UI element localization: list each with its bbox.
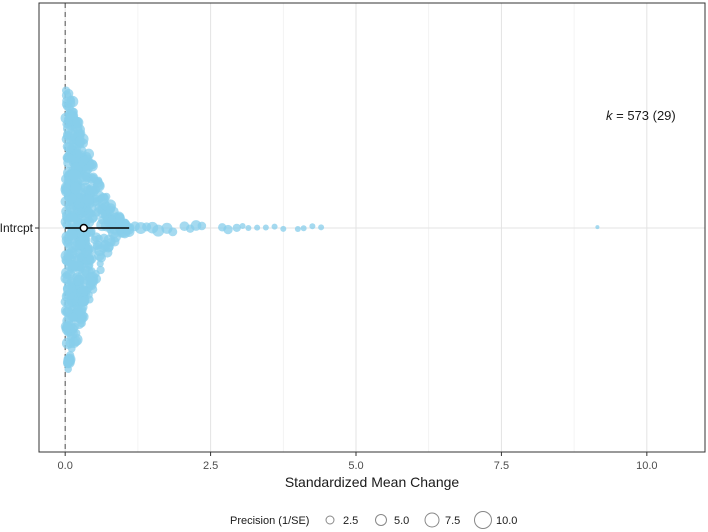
effect-size-point bbox=[280, 225, 287, 232]
effect-size-point bbox=[88, 211, 99, 222]
x-tick-label: 2.5 bbox=[203, 460, 218, 472]
effect-size-point bbox=[61, 267, 73, 279]
effect-size-point bbox=[94, 250, 105, 261]
legend-key-label: 5.0 bbox=[394, 515, 409, 527]
x-tick-label: 5.0 bbox=[348, 460, 363, 472]
effect-size-point bbox=[271, 223, 278, 230]
legend-key-circle bbox=[325, 515, 335, 525]
effect-size-point bbox=[86, 276, 97, 287]
effect-size-point bbox=[62, 152, 73, 163]
effect-size-point bbox=[74, 278, 82, 286]
effect-size-point bbox=[62, 284, 74, 295]
effect-size-point bbox=[68, 213, 78, 223]
legend-key-label: 10.0 bbox=[496, 515, 517, 527]
effect-size-point bbox=[262, 224, 269, 231]
effect-size-point bbox=[63, 249, 75, 261]
effect-size-point bbox=[80, 276, 88, 285]
effect-size-point bbox=[245, 225, 252, 232]
effect-size-point bbox=[152, 224, 165, 237]
legend-key-circle bbox=[474, 511, 492, 529]
effect-size-point bbox=[63, 357, 73, 366]
effect-size-point bbox=[232, 223, 241, 232]
effect-size-point bbox=[68, 312, 78, 322]
effect-size-point bbox=[86, 160, 98, 172]
effect-size-point bbox=[85, 244, 94, 254]
pooled-estimate-point bbox=[79, 223, 89, 233]
effect-size-point bbox=[83, 194, 94, 206]
legend-key-label: 2.5 bbox=[343, 515, 358, 527]
k-count-text: = 573 (29) bbox=[613, 108, 676, 123]
effect-size-point bbox=[97, 193, 109, 205]
effect-size-point bbox=[62, 307, 70, 316]
effect-size-point bbox=[62, 130, 72, 139]
effect-size-point bbox=[75, 136, 86, 147]
effect-size-point bbox=[74, 145, 87, 158]
effect-size-point bbox=[86, 253, 97, 264]
effect-size-point bbox=[254, 224, 261, 231]
x-tick-label: 10.0 bbox=[636, 460, 657, 472]
effect-size-point bbox=[318, 224, 325, 231]
legend-key-circle bbox=[375, 514, 387, 526]
effect-size-point bbox=[294, 225, 301, 232]
x-tick-label: 7.5 bbox=[494, 460, 509, 472]
effect-size-point bbox=[63, 299, 73, 309]
pooled-estimate bbox=[65, 223, 130, 233]
effect-size-point bbox=[85, 263, 93, 271]
effect-size-point bbox=[309, 223, 316, 230]
effect-size-point bbox=[92, 240, 102, 250]
k-annotation: k = 573 (29) bbox=[606, 108, 676, 123]
y-axis-ticks: Intrcpt bbox=[0, 221, 39, 235]
effect-size-point bbox=[70, 322, 79, 332]
effect-size-point bbox=[77, 296, 88, 307]
effect-size-point bbox=[96, 260, 104, 268]
effect-size-point bbox=[64, 258, 73, 267]
effect-size-point bbox=[239, 223, 246, 230]
effect-size-point bbox=[109, 206, 119, 217]
k-symbol: k bbox=[606, 108, 614, 123]
legend-title: Precision (1/SE) bbox=[230, 515, 309, 527]
effect-size-point bbox=[67, 344, 76, 353]
effect-size-point bbox=[72, 117, 84, 129]
effect-size-point bbox=[77, 207, 85, 216]
effect-size-point bbox=[63, 238, 73, 248]
effect-size-point bbox=[75, 252, 84, 262]
effect-size-point bbox=[63, 142, 75, 153]
effect-size-point bbox=[300, 225, 307, 232]
effect-size-point bbox=[92, 269, 100, 278]
effect-size-point bbox=[168, 227, 178, 237]
effect-size-point bbox=[86, 226, 96, 237]
effect-size-points bbox=[60, 86, 600, 373]
effect-size-point bbox=[70, 182, 82, 195]
effect-size-point bbox=[67, 193, 77, 204]
effect-size-point bbox=[65, 103, 74, 113]
effect-size-point bbox=[61, 187, 71, 197]
effect-size-point bbox=[106, 237, 116, 247]
x-axis-ticks: 0.0 2.5 5.0 7.5 10.0 bbox=[58, 452, 658, 472]
effect-size-point bbox=[107, 215, 116, 223]
effect-size-point bbox=[79, 285, 89, 294]
y-tick-label: Intrcpt bbox=[0, 221, 34, 235]
effect-size-point bbox=[75, 239, 86, 250]
x-axis-title: Standardized Mean Change bbox=[285, 474, 460, 490]
effect-size-point bbox=[68, 169, 81, 182]
effect-size-point bbox=[197, 221, 207, 231]
effect-size-point bbox=[66, 229, 78, 241]
effect-size-point bbox=[60, 321, 72, 332]
x-tick-label: 0.0 bbox=[58, 460, 73, 472]
effect-size-point bbox=[61, 86, 71, 95]
effect-size-point bbox=[78, 174, 91, 186]
legend-key-circle bbox=[424, 512, 440, 528]
effect-size-point bbox=[223, 224, 233, 235]
effect-size-point bbox=[89, 187, 99, 197]
effect-size-point bbox=[97, 209, 107, 219]
legend-key-label: 7.5 bbox=[445, 515, 460, 527]
effect-size-point bbox=[595, 225, 600, 230]
precision-legend: Precision (1/SE) 2.5 5.0 7.5 10.0 bbox=[230, 511, 517, 529]
